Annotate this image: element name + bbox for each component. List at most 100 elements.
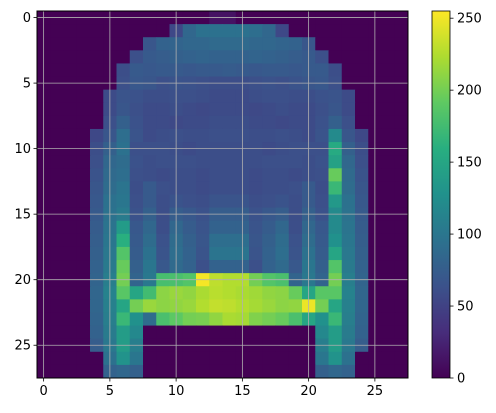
heatmap-cell [355,299,369,313]
heatmap-cell [275,312,290,327]
heatmap-cell [222,155,237,169]
heatmap-cell [196,233,210,248]
heatmap-cell [394,168,409,182]
heatmap-cell [209,37,223,51]
heatmap-cell [315,63,329,78]
heatmap-cell [222,194,237,209]
heatmap-cell [341,286,356,300]
heatmap-cell [328,194,343,209]
heatmap-cell [355,102,369,117]
heatmap-cell [116,364,131,379]
heatmap-cell [315,155,329,169]
heatmap-cell [196,89,210,104]
heatmap-cell [143,233,157,248]
heatmap-cell [262,168,276,182]
heatmap-cell [116,128,131,143]
heatmap-cell [249,50,263,64]
heatmap-cell [222,312,237,327]
heatmap-cell [116,89,131,104]
heatmap-cell [288,325,303,340]
heatmap-cell [90,89,104,104]
heatmap-cell [328,260,343,274]
heatmap-cell [129,24,144,38]
colorbar-frame [431,10,451,379]
heatmap-cell [249,312,263,327]
heatmap-cell [90,351,104,366]
heatmap-cell [63,24,78,38]
heatmap-cell [222,220,237,235]
heatmap-cell [76,220,91,235]
heatmap-cell [156,299,170,313]
heatmap-cell [63,246,78,261]
heatmap-cell [196,364,210,379]
heatmap-cell [341,233,356,248]
heatmap-cell [143,286,157,300]
heatmap-cell [275,260,290,274]
heatmap-cell [90,37,104,51]
heatmap-cell [328,299,343,313]
heatmap-cell [90,168,104,182]
heatmap-cell [249,102,263,117]
heatmap-cell [394,260,409,274]
heatmap-cell [288,24,303,38]
heatmap-cell [355,115,369,130]
heatmap-cell [90,299,104,313]
heatmap-cell [288,233,303,248]
heatmap-cell [275,115,290,130]
heatmap-cell [381,233,396,248]
heatmap-cell [90,220,104,235]
heatmap-cell [275,220,290,235]
heatmap-cell [262,128,276,143]
heatmap-cell [196,181,210,195]
x-tick-label: 0 [39,384,47,399]
x-tick-label: 20 [300,384,317,399]
heatmap-cell [129,299,144,313]
heatmap-cell [76,102,91,117]
heatmap-cell [50,220,64,235]
heatmap-cell [143,364,157,379]
heatmap-cell [315,24,329,38]
heatmap-cell [196,102,210,117]
heatmap-cell [196,312,210,327]
heatmap-cell [328,364,343,379]
heatmap-cell [196,128,210,143]
heatmap-cell [222,286,237,300]
heatmap-cell [63,63,78,78]
y-tick-label: 25 [14,339,31,354]
heatmap-cell [341,246,356,261]
heatmap-cell [328,233,343,248]
heatmap-cell [288,181,303,195]
heatmap-cell [315,102,329,117]
heatmap-cell [50,128,64,143]
heatmap-cell [275,246,290,261]
heatmap-cell [129,246,144,261]
heatmap-cell [209,246,223,261]
heatmap-cell [50,364,64,379]
heatmap-cell [63,299,78,313]
heatmap-cell [90,194,104,209]
heatmap-cell [355,155,369,169]
heatmap-cell [381,102,396,117]
heatmap-cell [222,181,237,195]
heatmap-cell [116,246,131,261]
heatmap-cell [116,312,131,327]
heatmap-cell [129,102,144,117]
heatmap-cell [50,299,64,313]
heatmap-cell [90,63,104,78]
heatmap-cell [129,260,144,274]
heatmap-cell [355,220,369,235]
heatmap-cell [182,37,197,51]
heatmap-cell [63,102,78,117]
heatmap-cell [209,325,223,340]
heatmap-cell [328,128,343,143]
heatmap-cell [90,24,104,38]
heatmap-cell [76,155,91,169]
heatmap-cell [156,115,170,130]
heatmap-cell [275,286,290,300]
heatmap-cell [209,50,223,64]
heatmap-cell [50,63,64,78]
heatmap-cell [262,63,276,78]
heatmap-cell [76,181,91,195]
heatmap-cell [76,299,91,313]
heatmap-cell [328,50,343,64]
